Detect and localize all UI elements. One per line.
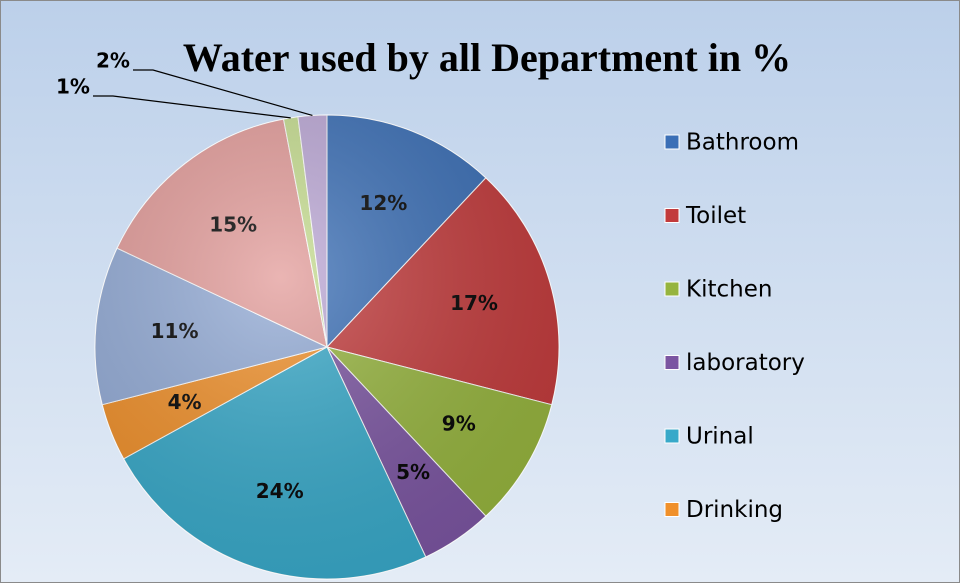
legend-marker: [664, 134, 680, 150]
data-label: 12%: [359, 191, 407, 215]
legend-marker: [664, 208, 680, 223]
legend-label: Urinal: [686, 424, 754, 450]
data-label: 5%: [396, 460, 430, 484]
legend-label: Toilet: [685, 203, 746, 229]
leader-line: [93, 95, 291, 119]
data-label: 11%: [151, 319, 199, 343]
data-label: 2%: [96, 49, 130, 73]
legend-label: laboratory: [686, 350, 805, 376]
legend-label: Drinking: [686, 497, 783, 523]
data-label: 1%: [56, 75, 90, 99]
legend-label: Kitchen: [686, 277, 772, 303]
legend-marker: [664, 281, 680, 297]
data-label: 9%: [442, 411, 476, 435]
legend-marker: [664, 502, 680, 517]
data-label: 15%: [209, 213, 257, 237]
legend-marker: [664, 355, 680, 370]
legend-marker: [664, 428, 680, 444]
data-label: 17%: [450, 291, 498, 315]
chart-title: Water used by all Department in %: [183, 35, 791, 80]
data-label: 4%: [168, 390, 202, 414]
leader-line: [133, 69, 313, 117]
legend-label: Bathroom: [686, 130, 799, 156]
data-label: 24%: [256, 479, 304, 503]
